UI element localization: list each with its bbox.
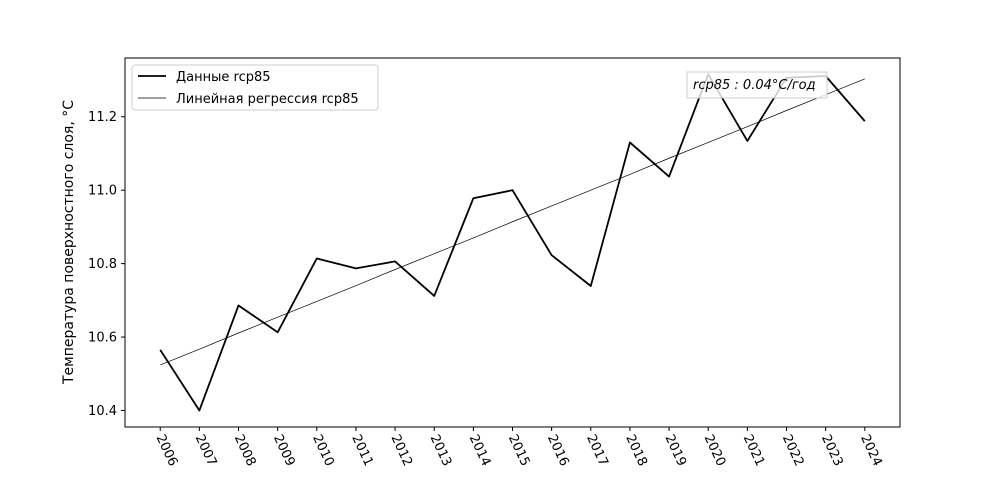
x-tick-label: 2024 xyxy=(857,432,885,468)
legend-box xyxy=(131,64,379,111)
x-tick-label: 2008 xyxy=(231,432,259,468)
x-tick-label: 2019 xyxy=(661,432,689,468)
y-axis-label: Температура поверхностного слоя, °C xyxy=(61,100,77,385)
annotation: rcp85 : 0.04°C/год xyxy=(686,71,828,99)
y-tick-label: 11.0 xyxy=(88,184,117,199)
x-tick-label: 2011 xyxy=(348,432,376,468)
x-axis-ticks: 2006 2007 2008 2009 2010 2011 2012 2013 2014 2015… xyxy=(153,427,885,469)
plot-frame xyxy=(124,57,901,428)
x-tick-label: 2007 xyxy=(192,432,220,468)
regression-line-layer xyxy=(160,78,865,366)
x-tick-label: 2009 xyxy=(270,432,298,468)
x-tick-label: 2018 xyxy=(622,432,650,468)
annotation-box xyxy=(686,71,828,99)
y-axis-ticks: 10.4 10.6 10.8 11.0 11.2 xyxy=(88,110,125,419)
y-tick-label: 11.2 xyxy=(88,110,117,125)
x-tick-label: 2021 xyxy=(740,432,768,468)
x-tick-label: 2010 xyxy=(309,432,337,468)
x-tick-label: 2014 xyxy=(466,432,494,468)
legend-label-regression: Линейная регрессия rcp85 xyxy=(176,92,359,107)
x-tick-label: 2023 xyxy=(818,432,846,468)
x-tick-label: 2006 xyxy=(153,432,181,468)
x-tick-label: 2022 xyxy=(779,432,807,468)
legend: Данные rcp85 Линейная регрессия rcp85 xyxy=(131,64,379,111)
series-line-regression xyxy=(160,78,865,366)
x-tick-label: 2013 xyxy=(427,432,455,468)
y-tick-label: 10.4 xyxy=(88,404,117,419)
x-tick-label: 2012 xyxy=(387,432,415,468)
x-tick-label: 2020 xyxy=(701,432,729,468)
y-tick-label: 10.6 xyxy=(88,331,117,346)
data-line-layer xyxy=(159,73,866,412)
series-line-data xyxy=(159,73,866,412)
x-tick-label: 2015 xyxy=(505,432,533,468)
x-tick-label: 2016 xyxy=(544,432,572,468)
annotation-text: rcp85 : 0.04°C/год xyxy=(693,78,816,93)
y-tick-label: 10.8 xyxy=(88,257,117,272)
legend-label-data: Данные rcp85 xyxy=(176,70,271,85)
x-tick-label: 2017 xyxy=(583,432,611,468)
